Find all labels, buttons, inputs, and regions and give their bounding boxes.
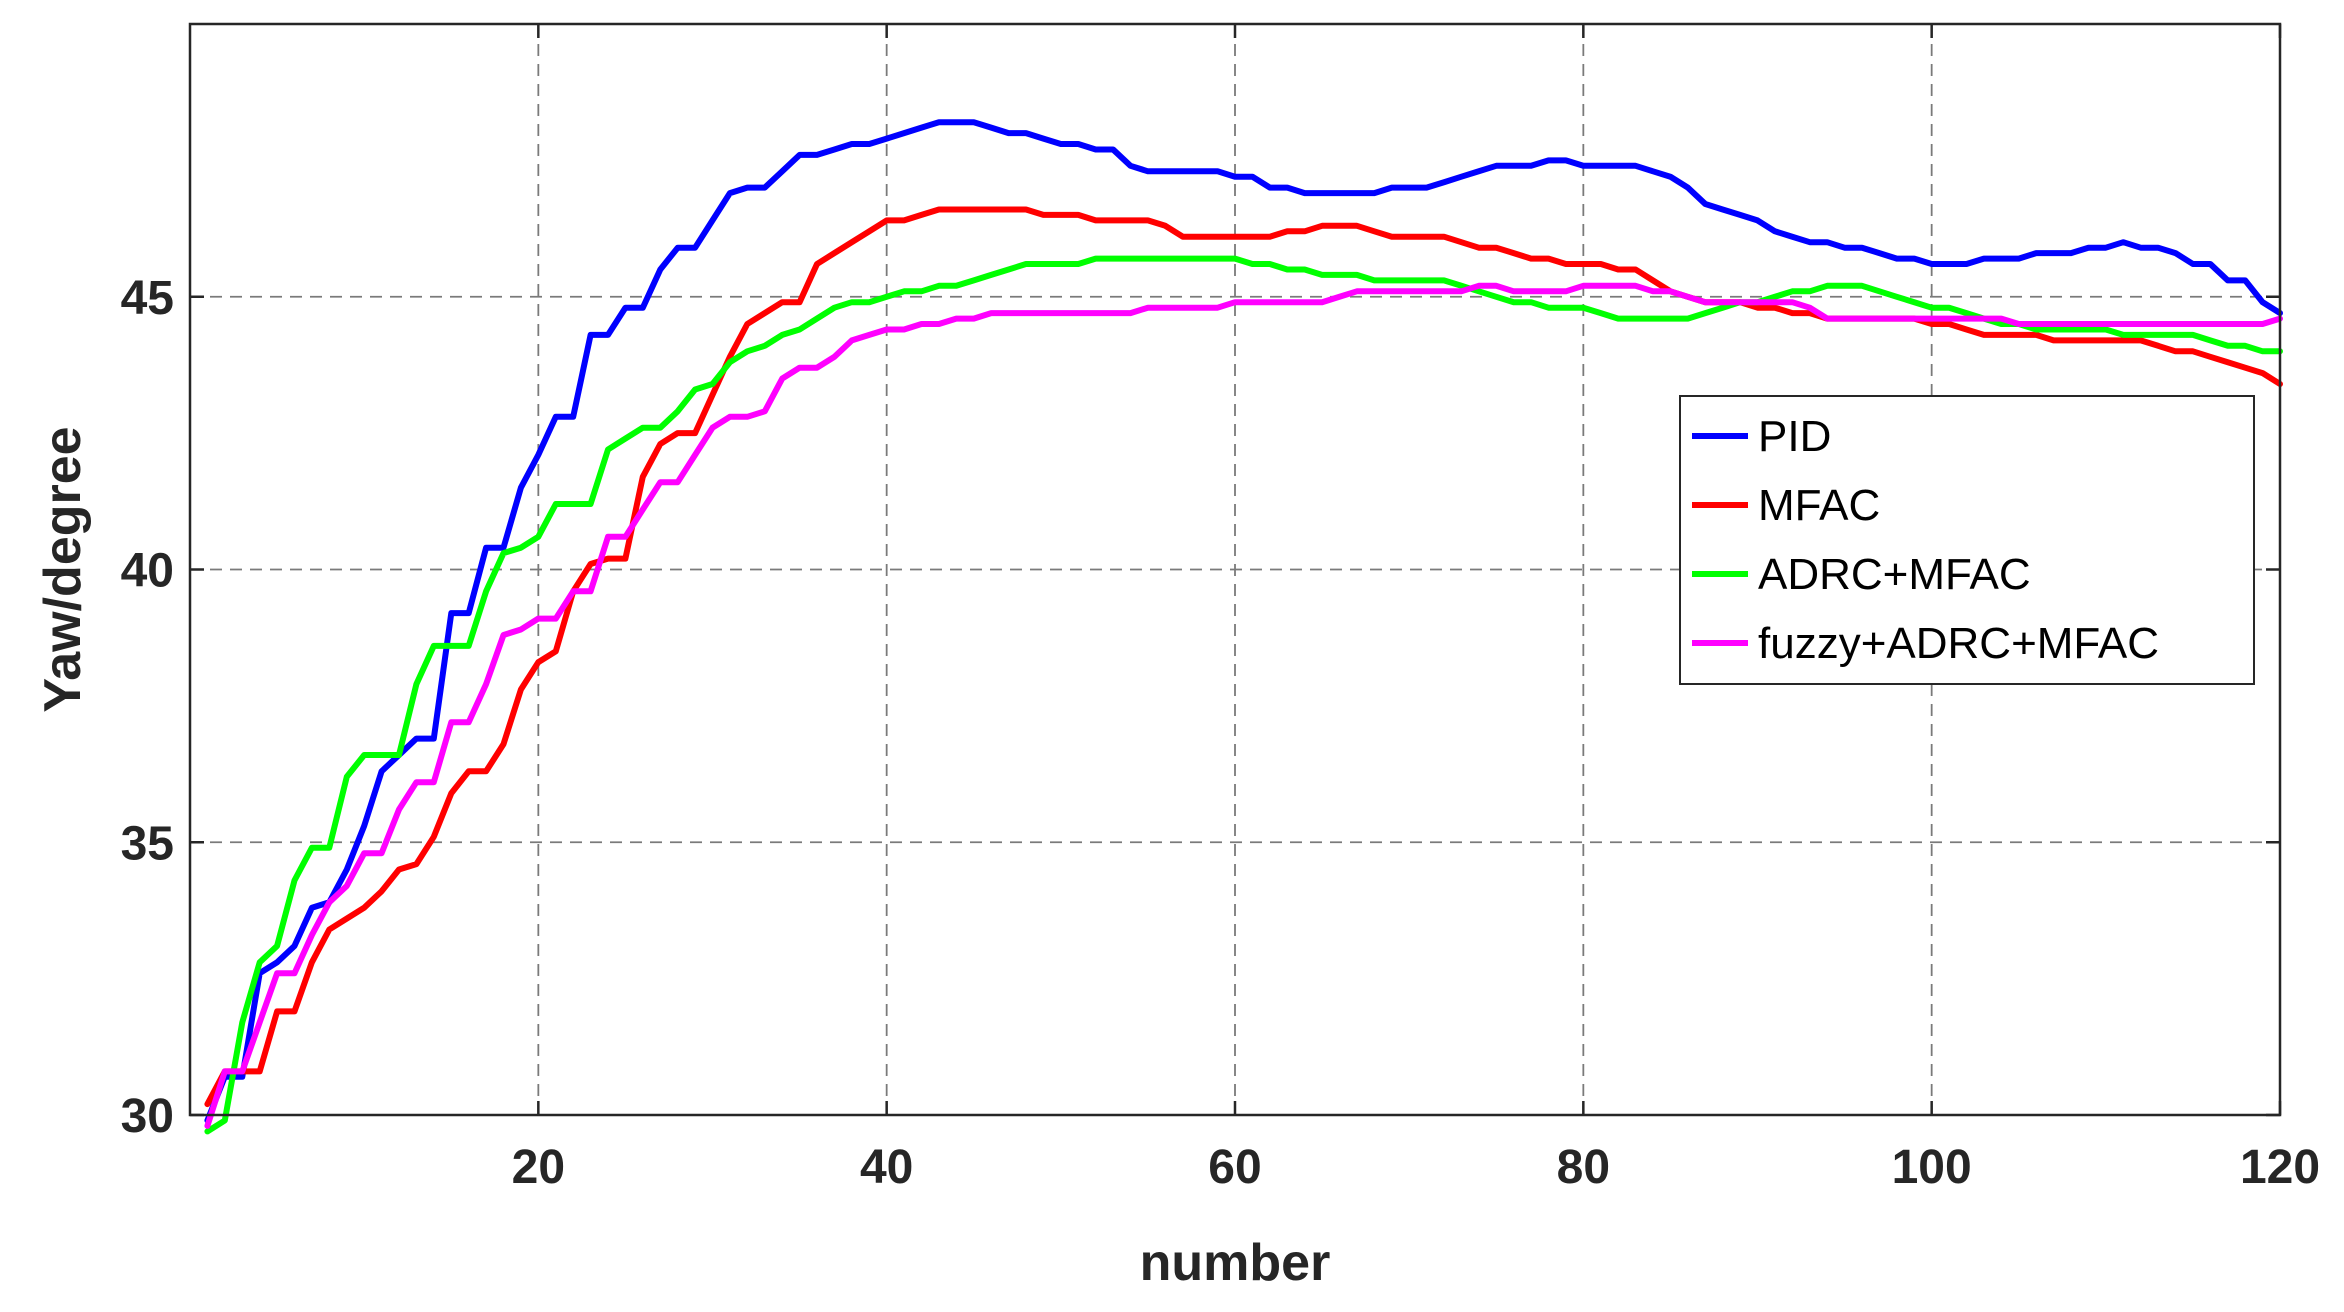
y-tick-label: 45 [121,272,174,325]
legend-box [1679,395,2255,685]
legend-items: PID MFAC ADRC+MFAC fuzzy+ADRC+MFAC [1692,412,2159,668]
y-axis-title: Yaw/degree [34,426,92,712]
legend: PID MFAC ADRC+MFAC fuzzy+ADRC+MFAC [1679,395,2255,685]
legend-label-4: fuzzy+ADRC+MFAC [1758,619,2159,668]
x-axis-title: number [1140,1234,1331,1292]
legend-label-3: ADRC+MFAC [1758,550,2031,599]
x-tick-label: 60 [1208,1141,1261,1194]
series-line-4 [204,282,2283,1129]
x-tick-label: 80 [1557,1141,1610,1194]
x-tick-label: 100 [1892,1141,1972,1194]
y-tick-label: 30 [121,1090,174,1143]
series-line-2 [204,206,2283,1108]
series-line-3 [204,255,2283,1135]
axis-ticks: 20 40 60 80 100 120 30 35 40 45 [121,24,2320,1194]
x-tick-label: 120 [2240,1141,2320,1194]
x-tick-label: 20 [512,1141,565,1194]
y-tick-label: 40 [121,545,174,598]
y-tick-label: 35 [121,817,174,870]
x-tick-label: 40 [860,1141,913,1194]
series-lines [204,119,2283,1135]
legend-label-2: MFAC [1758,481,1880,530]
series-line-1 [204,119,2283,1124]
legend-label-1: PID [1758,412,1831,461]
